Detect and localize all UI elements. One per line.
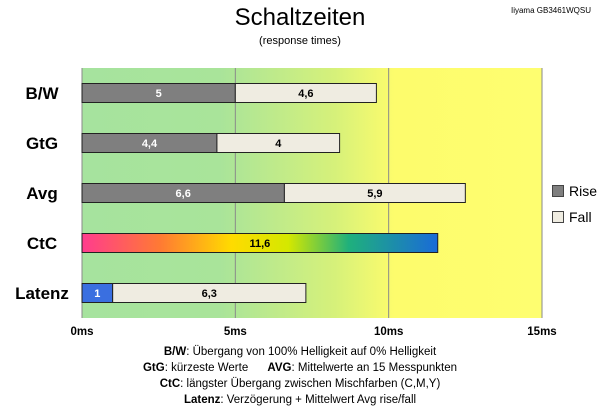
x-tick-label: 15ms xyxy=(527,326,556,338)
note-gtg-avg: GtG: kürzeste Werte AVG: Mittelwerte an … xyxy=(142,362,458,374)
bar-fall xyxy=(216,133,341,153)
x-tick-label: 5ms xyxy=(224,326,247,338)
bar-fall xyxy=(283,183,466,203)
category-label: B/W xyxy=(25,84,59,103)
response-time-chart: 5 4,6 4,4 4 6,6 5,9 11,6 1 6,3 B/W GtG Avg CtC Laten… xyxy=(15,68,557,338)
bar-fall xyxy=(234,83,377,103)
chart-subtitle: (response times) xyxy=(259,35,341,47)
legend-label-rise: Rise xyxy=(569,183,598,199)
chart-title: Schaltzeiten xyxy=(234,4,366,31)
note-latenz: Latenz: Verzögerung + Mittelwert Avg ris… xyxy=(183,394,417,406)
bar-label-fall: 4 xyxy=(275,138,282,150)
bar-label-rise: 1 xyxy=(94,288,100,300)
bar-label-fall: 5,9 xyxy=(367,188,382,200)
category-labels: B/W GtG Avg CtC Latenz xyxy=(15,84,69,303)
bar-label-rise: 5 xyxy=(156,88,162,100)
bar-label-rise: 4,4 xyxy=(142,138,158,150)
monitor-model: Iiyama GB3461WQSU xyxy=(510,6,591,15)
footnotes: B/W: Übergang von 100% Helligkeit auf 0%… xyxy=(0,344,600,408)
bar-label-rise: 11,6 xyxy=(249,238,270,250)
x-tick-label: 0ms xyxy=(70,326,93,338)
category-label: CtC xyxy=(27,234,57,253)
bar-label-fall: 4,6 xyxy=(298,88,313,100)
legend-item-rise: Rise xyxy=(552,178,597,204)
note-bw: B/W: Übergang von 100% Helligkeit auf 0%… xyxy=(163,346,437,358)
bar-rise xyxy=(81,233,439,253)
note-ctc: CtC: längster Übergang zwischen Mischfar… xyxy=(159,378,441,390)
bar-fall xyxy=(112,283,307,303)
x-tick-label: 10ms xyxy=(374,326,403,338)
bars: 5 4,6 4,4 4 6,6 5,9 11,6 1 6,3 xyxy=(81,83,466,303)
legend-item-fall: Fall xyxy=(552,204,597,230)
category-label: GtG xyxy=(26,134,58,153)
x-tick-labels: 0ms 5ms 10ms 15ms xyxy=(70,326,556,338)
category-label: Latenz xyxy=(15,284,69,303)
legend-swatch-rise xyxy=(552,185,564,197)
bar-label-rise: 6,6 xyxy=(176,188,191,200)
legend-swatch-fall xyxy=(552,211,564,223)
bar-label-fall: 6,3 xyxy=(202,288,217,300)
category-label: Avg xyxy=(26,184,58,203)
legend-label-fall: Fall xyxy=(569,209,592,225)
legend: Rise Fall xyxy=(552,178,597,230)
